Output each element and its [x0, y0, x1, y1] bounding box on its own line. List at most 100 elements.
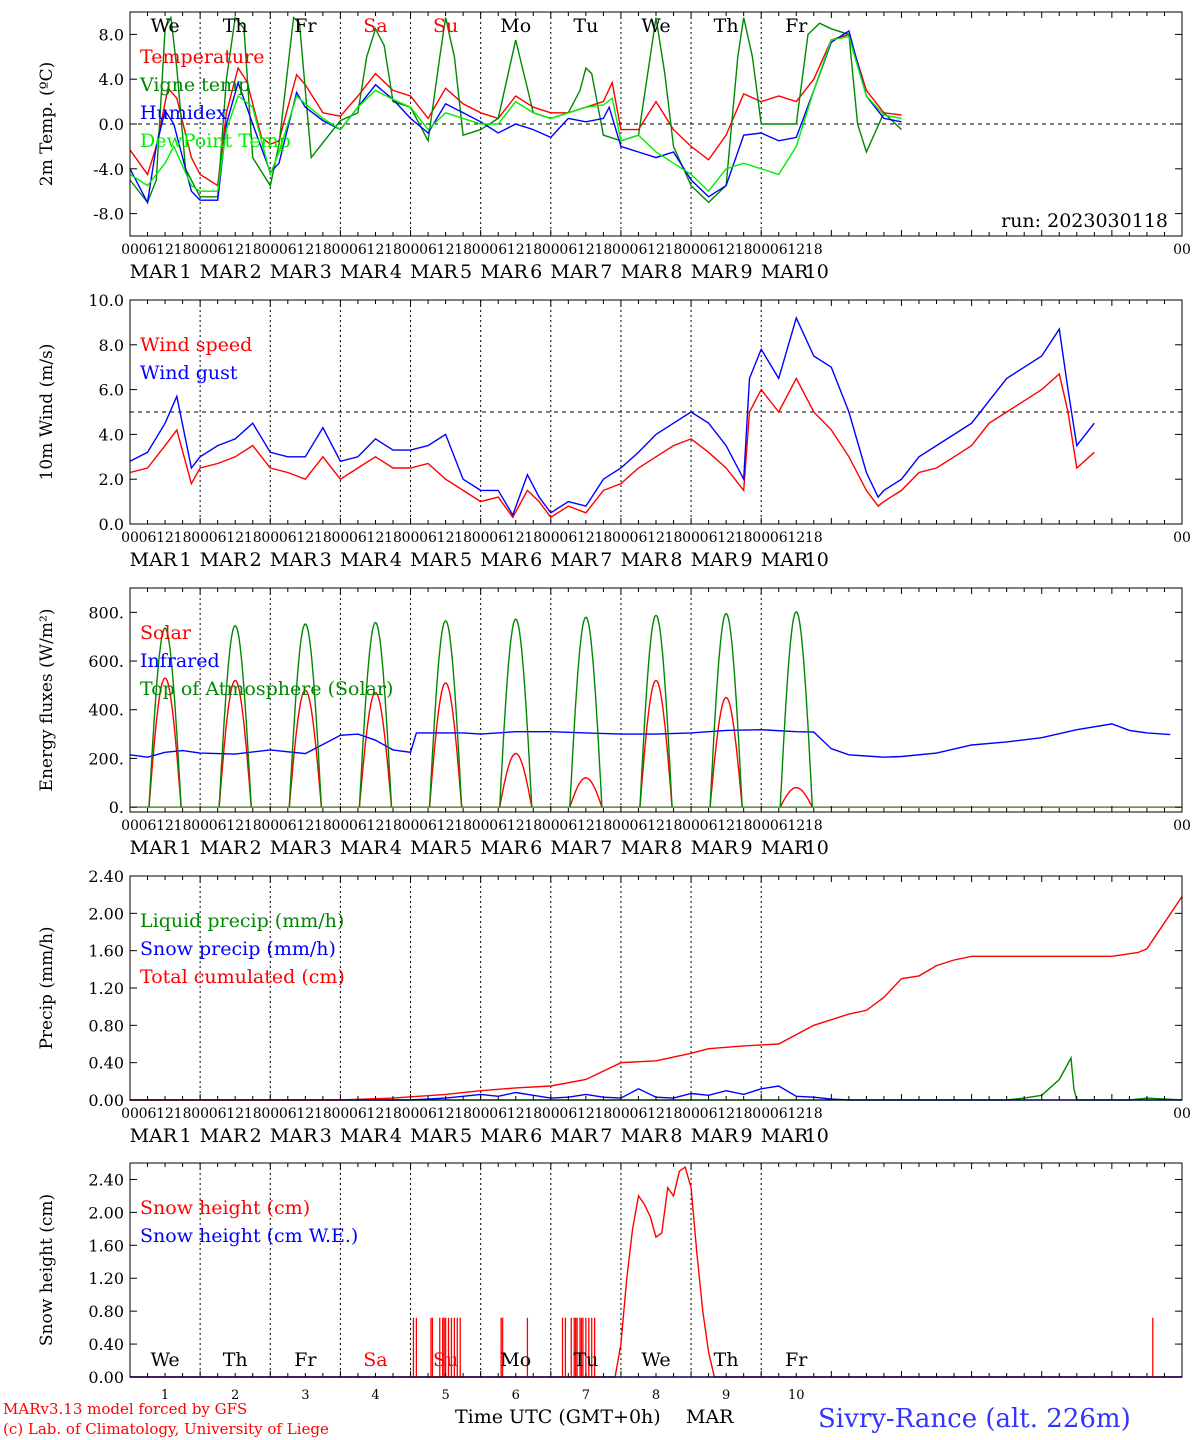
weekday-label: Th [223, 1349, 248, 1371]
panel-3-frame [129, 587, 1183, 813]
hour-tick-label: 12 [647, 242, 665, 258]
hour-tick-label: 18 [805, 530, 823, 546]
y-axis-title: 10m Wind (m/s) [37, 344, 57, 481]
day-number-label: 3 [301, 1388, 309, 1403]
weekday-label: We [641, 1349, 670, 1371]
hour-tick-label: 00 [402, 1106, 420, 1122]
hour-tick-label: 06 [700, 818, 718, 834]
hour-tick-label: 18 [314, 530, 332, 546]
hour-tick-label: 18 [384, 1106, 402, 1122]
hour-tick-label: 12 [647, 1106, 665, 1122]
day-number-label: 6 [530, 549, 542, 571]
month-label: MAR [621, 837, 669, 859]
liquid-precip-mm-h-line [130, 1055, 1183, 1101]
hour-tick-label: 12 [296, 818, 314, 834]
hour-tick-label: 00 [402, 242, 420, 258]
lab-credit-text: (c) Lab. of Climatology, University of L… [3, 1420, 329, 1438]
hour-tick-label: 06 [770, 242, 788, 258]
month-label: MAR [550, 549, 598, 571]
solar-line-day-9 [709, 696, 743, 808]
day-number-label: 6 [530, 1125, 542, 1147]
y-tick-label: 400. [88, 701, 124, 720]
hour-tick-label: 00 [1173, 1106, 1191, 1122]
y-tick-label: 2.0 [99, 470, 124, 489]
panel-2-frame [129, 299, 1183, 525]
legend-entry: Total cumulated (cm) [140, 966, 345, 988]
hour-tick-label: 06 [770, 1106, 788, 1122]
hour-tick-label: 00 [121, 242, 139, 258]
model-credit-text: MARv3.13 model forced by GFS [3, 1400, 247, 1418]
day-number-label: 7 [582, 1388, 590, 1403]
day-number-label: 1 [179, 1125, 191, 1147]
solar-line-day-1 [148, 677, 182, 808]
hour-tick-label: 06 [489, 1106, 507, 1122]
hour-tick-label: 00 [121, 818, 139, 834]
hour-tick-label: 12 [437, 818, 455, 834]
day-number-label: 9 [741, 549, 753, 571]
y-tick-label: 0.80 [88, 1302, 124, 1321]
weekday-label: Th [223, 15, 248, 37]
hour-tick-label: 06 [770, 530, 788, 546]
hour-tick-label: 12 [296, 530, 314, 546]
hour-tick-label: 12 [577, 1106, 595, 1122]
month-label: MAR [270, 549, 318, 571]
hour-tick-label: 00 [1173, 818, 1191, 834]
day-number-label: 4 [390, 837, 402, 859]
hour-tick-label: 00 [191, 818, 209, 834]
month-label: MAR [410, 837, 458, 859]
run-label: run: 2023030118 [1001, 210, 1168, 232]
vigne-temp-line [129, 15, 902, 204]
top-of-atmosphere-solar-line-day-3 [288, 623, 323, 808]
hour-tick-label: 06 [209, 1106, 227, 1122]
hour-tick-label: 06 [559, 242, 577, 258]
month-label: MAR [130, 1125, 178, 1147]
day-number-label: 8 [670, 1125, 682, 1147]
hour-tick-label: 18 [174, 242, 192, 258]
snow-height-cm-line [130, 1165, 1182, 1378]
hour-tick-label: 06 [139, 818, 157, 834]
weekday-label: Mo [500, 15, 531, 37]
hour-tick-label: 06 [559, 818, 577, 834]
month-label: MAR [761, 549, 809, 571]
y-tick-label: 0.0 [99, 115, 124, 134]
hour-tick-label: 00 [682, 530, 700, 546]
month-label: MAR [410, 1125, 458, 1147]
temperature-line [129, 33, 902, 187]
month-label: MAR [550, 1125, 598, 1147]
y-tick-label: 10.0 [88, 291, 124, 310]
station-name: Sivry-Rance (alt. 226m) [818, 1404, 1131, 1434]
hour-tick-label: 00 [542, 530, 560, 546]
legend-entry: DewPoint Temp [140, 130, 291, 152]
day-number-label: 8 [670, 837, 682, 859]
legend-entry: Vigne temp [139, 74, 250, 96]
hour-tick-label: 00 [612, 1106, 630, 1122]
day-number-label: 8 [652, 1388, 660, 1403]
month-label: MAR [410, 261, 458, 283]
hour-tick-label: 18 [594, 242, 612, 258]
legend-entry: Temperature [140, 46, 264, 68]
snow-precip-mm-h-line [130, 1085, 1182, 1101]
hour-tick-label: 00 [472, 242, 490, 258]
day-number-label: 10 [805, 549, 829, 571]
hour-tick-label: 00 [752, 1106, 770, 1122]
hour-tick-label: 18 [524, 818, 542, 834]
hour-tick-label: 18 [805, 242, 823, 258]
hour-tick-label: 18 [454, 530, 472, 546]
hour-tick-label: 18 [244, 242, 262, 258]
day-number-label: 9 [741, 1125, 753, 1147]
month-label: MAR [130, 549, 178, 571]
month-label: MAR [621, 261, 669, 283]
hour-tick-label: 12 [367, 530, 385, 546]
day-number-label: 9 [741, 837, 753, 859]
month-label: MAR [340, 1125, 388, 1147]
month-label: MAR [340, 549, 388, 571]
legend-entry: Humidex [140, 102, 227, 124]
hour-tick-label: 06 [279, 818, 297, 834]
day-number-label: 7 [600, 837, 612, 859]
hour-tick-label: 00 [261, 818, 279, 834]
hour-tick-label: 12 [507, 1106, 525, 1122]
hour-tick-label: 12 [226, 242, 244, 258]
day-number-label: 3 [320, 261, 332, 283]
hour-tick-label: 18 [244, 1106, 262, 1122]
